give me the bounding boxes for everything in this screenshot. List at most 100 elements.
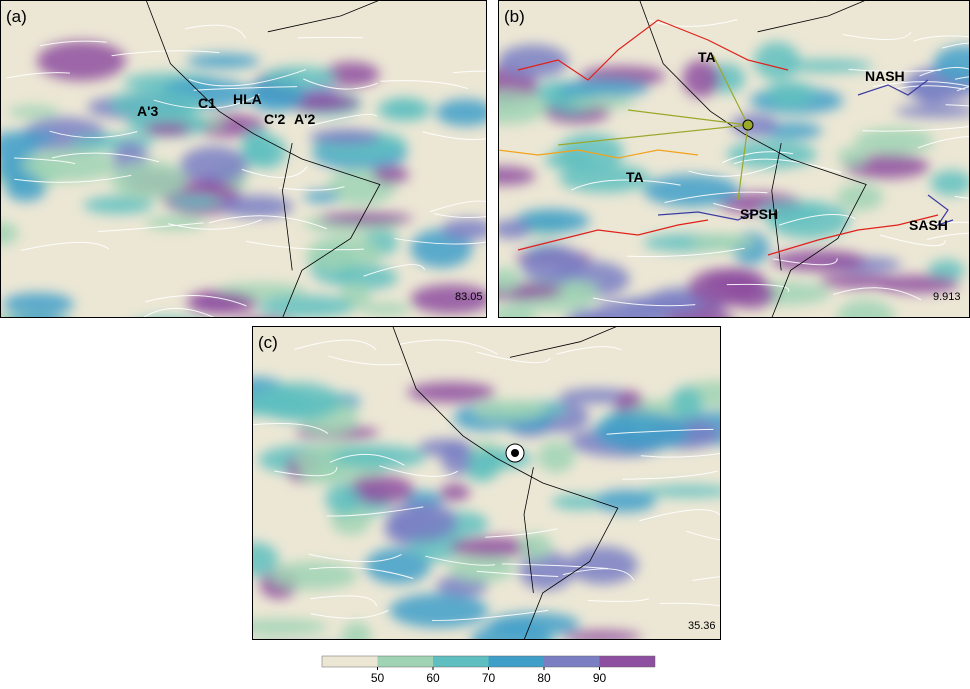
shade-blob	[110, 160, 188, 200]
annotation: SPSH	[740, 206, 778, 222]
streamline	[720, 394, 721, 396]
wind-speed-shading	[498, 41, 970, 318]
streamline	[308, 553, 402, 563]
streamline	[363, 264, 426, 277]
corner-value: 9.913	[933, 291, 961, 303]
panel-frame	[0, 0, 487, 318]
shade-blob	[449, 553, 515, 583]
colorbar-swatch	[377, 656, 433, 667]
shade-blob	[594, 489, 656, 513]
streamline	[326, 506, 424, 517]
colorbar-tick-label: 90	[593, 671, 607, 684]
streamline	[485, 528, 558, 538]
streamline	[645, 18, 738, 27]
streamline	[927, 232, 970, 241]
shade-blob	[235, 644, 301, 666]
streamline	[6, 72, 70, 79]
shade-blob	[727, 280, 776, 309]
streamline	[309, 566, 414, 579]
shade-blob	[252, 391, 323, 417]
shade-blob	[854, 127, 934, 155]
shade-blob	[36, 40, 126, 81]
streamline	[422, 131, 487, 141]
shade-blob	[730, 114, 779, 137]
wind-speed-shading	[235, 377, 721, 666]
shade-blob	[933, 45, 970, 84]
streamline	[692, 576, 721, 581]
streamline	[587, 597, 650, 602]
shade-blob	[753, 41, 800, 81]
shade-blob	[7, 105, 59, 119]
streamline	[833, 287, 922, 301]
shade-blob	[323, 61, 380, 87]
shade-blob	[441, 218, 487, 241]
streamline	[328, 355, 403, 366]
shade-blob	[241, 128, 273, 167]
streamline	[592, 297, 696, 307]
streamline	[208, 215, 327, 230]
streamline	[733, 158, 842, 173]
streamline	[556, 346, 622, 355]
streamline	[606, 428, 714, 435]
shade-blob	[0, 221, 19, 246]
streamline	[14, 157, 76, 165]
shade-blob	[670, 387, 703, 420]
shade-blob	[386, 502, 458, 542]
annotation: C1	[198, 95, 216, 111]
streamline	[252, 423, 329, 435]
shade-blob	[186, 53, 260, 69]
shade-blob	[341, 621, 372, 640]
streamline	[945, 104, 970, 107]
shade-blob	[332, 265, 399, 290]
streamline	[842, 31, 912, 41]
shade-blob	[520, 245, 586, 285]
shade-blob	[332, 445, 426, 469]
shade-blob	[306, 235, 383, 273]
streamline	[308, 113, 378, 127]
coastline	[145, 0, 381, 318]
streamline	[917, 135, 970, 149]
annotation: HLA	[233, 91, 262, 107]
streamline	[721, 151, 794, 164]
shade-blob	[498, 90, 548, 125]
shade-blob	[377, 97, 432, 122]
streamline	[145, 295, 247, 307]
shade-blob	[318, 212, 413, 225]
streamline	[954, 195, 970, 199]
shade-blob	[875, 275, 960, 294]
streamline	[49, 130, 138, 139]
colorbar-tick-label: 60	[426, 671, 440, 684]
shade-blob	[559, 388, 635, 404]
coastline	[639, 0, 867, 318]
shade-blob	[537, 441, 576, 473]
streamline	[378, 326, 382, 327]
streamline	[626, 247, 745, 258]
streamline	[913, 35, 970, 42]
shade-blob	[498, 303, 536, 318]
streamline	[394, 238, 487, 245]
streamline	[241, 166, 308, 179]
shade-blob	[346, 475, 415, 504]
shade-blob	[726, 140, 817, 169]
shade-blob	[488, 612, 580, 636]
streamline	[429, 200, 487, 213]
streamline	[20, 241, 110, 251]
shade-blob	[269, 561, 358, 590]
streamline	[294, 339, 377, 351]
corner-value: 83.05	[455, 291, 483, 303]
colorbar-tick-label: 70	[482, 671, 496, 684]
streamline	[872, 81, 970, 88]
trajectories	[497, 19, 954, 256]
streamline	[310, 595, 378, 607]
shade-blob	[435, 98, 487, 127]
shade-blob	[557, 79, 650, 98]
shade-blob	[410, 284, 487, 315]
streamline	[278, 186, 345, 191]
streamline	[303, 78, 378, 90]
streamline	[913, 221, 970, 228]
shade-blob	[418, 439, 472, 457]
streamline	[778, 214, 856, 226]
shade-blob	[144, 215, 206, 231]
shade-blob	[144, 122, 192, 136]
shade-blob	[362, 302, 411, 316]
